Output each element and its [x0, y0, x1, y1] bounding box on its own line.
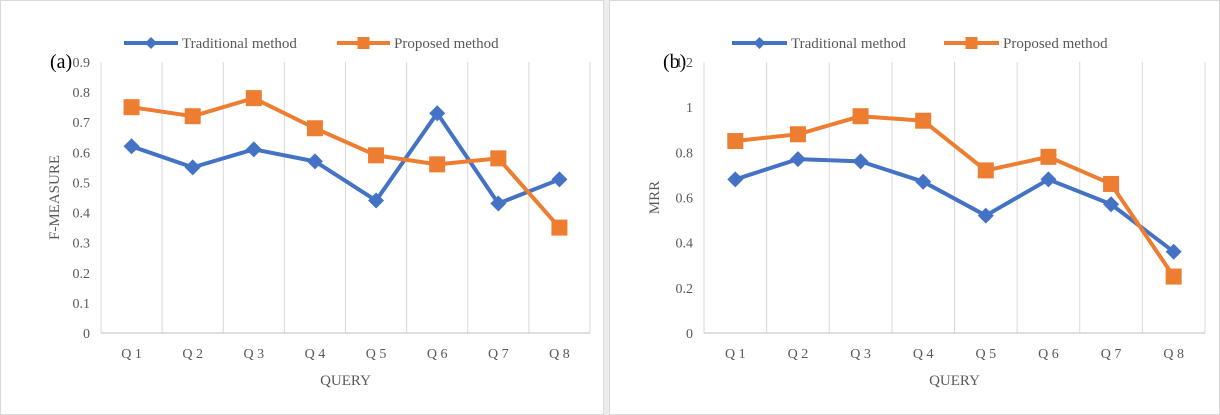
series-line	[130, 111, 561, 206]
y-axis-title: F-MEASURE	[47, 155, 63, 240]
data-point-diamond	[551, 171, 568, 188]
data-point-square	[429, 156, 446, 173]
x-tick-label: Q 5	[976, 347, 997, 362]
data-point-diamond	[1103, 196, 1120, 213]
data-point-square	[245, 90, 262, 107]
x-tick-label: Q 2	[182, 347, 203, 362]
y-axis-title: MRR	[647, 181, 663, 214]
data-point-square	[1040, 148, 1057, 165]
y-tick-label: 0.2	[676, 282, 694, 297]
x-tick-label: Q 3	[244, 347, 265, 362]
legend-label: Proposed method	[1003, 36, 1108, 52]
data-point-square	[852, 108, 869, 125]
data-point-diamond	[368, 192, 385, 209]
chart-a: (a) 0 0.1 0.2 0.3 0.4 0.5 0.6 0.7 0.8 0.9 Q 1 Q 2 Q 3…	[47, 36, 591, 389]
data-point-square	[1165, 268, 1182, 285]
data-point-diamond	[1165, 243, 1182, 260]
panel-label: (a)	[50, 51, 72, 73]
data-point-diamond	[727, 171, 744, 188]
x-tick-label: Q 4	[305, 347, 326, 362]
series-line	[734, 157, 1175, 254]
x-axis-title: QUERY	[320, 373, 371, 389]
x-tick-label: Q 7	[1101, 347, 1122, 362]
y-tick-label: 0.9	[73, 56, 91, 71]
y-tick-label: 0.8	[73, 86, 91, 101]
series-line	[131, 96, 561, 229]
x-tick-label: Q 6	[1038, 347, 1059, 362]
y-tick-label: 1.2	[676, 56, 694, 71]
y-tick-label: 0.2	[73, 267, 91, 282]
y-tick-label: 0.7	[73, 116, 91, 131]
data-point-square	[789, 126, 806, 143]
y-tick-label: 0.5	[73, 176, 91, 191]
data-point-diamond	[306, 153, 323, 170]
legend-marker-diamond	[753, 37, 766, 49]
legend-label: Traditional method	[182, 36, 297, 52]
legend-marker-diamond	[145, 37, 157, 49]
x-tick-label: Q 4	[913, 347, 934, 362]
data-point-square	[727, 133, 744, 150]
data-point-square	[490, 150, 507, 167]
y-tick-label: 0.6	[676, 192, 694, 207]
x-tick-label: Q 3	[850, 347, 871, 362]
legend-label: Proposed method	[394, 36, 499, 52]
series-line	[735, 114, 1176, 278]
y-tick-label: 0	[686, 327, 693, 342]
x-tick-label: Q 1	[725, 347, 746, 362]
data-point-square	[977, 162, 994, 179]
panel-divider	[604, 0, 609, 415]
y-tick-label: 0	[83, 327, 90, 342]
panel-label: (b)	[663, 51, 686, 73]
data-point-diamond	[1040, 171, 1057, 188]
y-tick-label: 0.4	[73, 207, 91, 222]
data-point-square	[306, 120, 323, 137]
data-point-square	[915, 112, 932, 129]
legend-marker-square	[357, 37, 370, 49]
data-point-square	[1103, 175, 1120, 192]
x-tick-label: Q 8	[549, 347, 570, 362]
x-tick-label: Q 7	[488, 347, 509, 362]
legend-marker-square	[965, 37, 978, 49]
data-point-diamond	[977, 207, 994, 224]
data-point-diamond	[184, 159, 201, 176]
data-point-diamond	[245, 141, 262, 158]
x-axis-title: QUERY	[929, 373, 980, 389]
x-tick-label: Q 5	[366, 347, 387, 362]
x-tick-label: Q 2	[788, 347, 809, 362]
data-point-square	[123, 99, 140, 116]
data-point-square	[551, 219, 568, 236]
y-tick-label: 1	[686, 101, 693, 116]
data-point-diamond	[123, 138, 140, 155]
data-point-diamond	[915, 173, 932, 190]
data-point-square	[184, 108, 201, 125]
data-point-diamond	[429, 105, 446, 122]
x-tick-label: Q 1	[121, 347, 142, 362]
y-tick-label: 0.8	[676, 146, 694, 161]
legend-label: Traditional method	[791, 36, 906, 52]
y-tick-label: 0.4	[676, 237, 694, 252]
data-point-diamond	[852, 153, 869, 170]
y-tick-label: 0.3	[73, 237, 91, 252]
chart-b: (b) 0 0.2 0.4 0.6 0.8 1 1.2 Q 1 Q 2 Q 3 Q 4 Q 5 Q 6 Q …	[647, 36, 1206, 389]
x-tick-label: Q 8	[1163, 347, 1184, 362]
data-point-diamond	[490, 195, 507, 212]
x-tick-label: Q 6	[427, 347, 448, 362]
data-point-diamond	[789, 151, 806, 168]
data-point-square	[368, 147, 385, 164]
y-tick-label: 0.6	[73, 146, 91, 161]
y-tick-label: 0.1	[73, 297, 91, 312]
